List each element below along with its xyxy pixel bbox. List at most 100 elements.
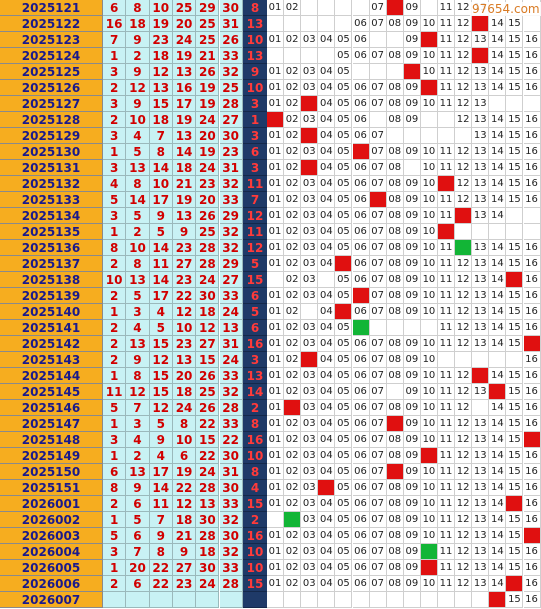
- trend-grid-cell: 06: [352, 32, 370, 48]
- trend-grid-cell: 12: [455, 16, 473, 32]
- trend-grid-cell: 01: [267, 32, 285, 48]
- red-ball-cell: 18: [196, 544, 220, 560]
- trend-grid-cell: 12: [455, 480, 473, 496]
- period-cell: 2025131: [0, 160, 103, 176]
- trend-grid-cell: [386, 592, 404, 608]
- trend-grid-cell: 09: [403, 224, 421, 240]
- trend-grid-cell: 01: [267, 96, 285, 112]
- trend-grid-cell: 09: [403, 192, 421, 208]
- trend-grid-cell: [318, 16, 336, 32]
- trend-grid-cell: 14: [489, 400, 507, 416]
- trend-grid-cell: 03: [301, 368, 319, 384]
- red-ball-cell: 28: [219, 96, 243, 112]
- red-ball-cell: 1: [103, 368, 127, 384]
- trend-grid-cell: 13: [472, 528, 490, 544]
- trend-grid-cell: 11: [438, 336, 456, 352]
- trend-grid-cell: [301, 592, 319, 608]
- trend-grid-cell: 09: [403, 272, 421, 288]
- trend-grid-cell: [369, 64, 387, 80]
- trend-grid-cell: 01: [267, 448, 285, 464]
- trend-grid-cell: 14: [489, 160, 507, 176]
- trend-grid-cell: 02: [284, 288, 302, 304]
- blue-hit-marker: [301, 352, 319, 368]
- trend-grid-cell: 15: [506, 144, 524, 160]
- red-ball-cell: 6: [126, 576, 150, 592]
- red-ball-cell: 15: [149, 336, 173, 352]
- trend-grid-cell: 16: [523, 32, 541, 48]
- blue-ball-cell: 11: [243, 176, 267, 192]
- period-cell: 2025148: [0, 432, 103, 448]
- trend-grid-cell: 09: [403, 304, 421, 320]
- red-ball-cell: 8: [126, 256, 150, 272]
- trend-grid-cell: 10: [420, 96, 438, 112]
- trend-grid-cell: 12: [455, 192, 473, 208]
- red-ball-cell: 32: [219, 512, 243, 528]
- trend-grid-cell: [386, 32, 404, 48]
- trend-grid-cell: 15: [506, 336, 524, 352]
- red-ball-cell: 5: [103, 528, 127, 544]
- blue-ball-cell: 12: [243, 208, 267, 224]
- trend-grid-cell: 04: [318, 448, 336, 464]
- red-ball-cell: 1: [103, 48, 127, 64]
- trend-grid-cell: [352, 64, 370, 80]
- trend-grid-cell: 04: [318, 560, 336, 576]
- trend-grid-cell: [284, 16, 302, 32]
- red-ball-cell: 20: [172, 16, 197, 32]
- red-ball-cell: 9: [126, 352, 150, 368]
- blue-hit-marker: [335, 256, 353, 272]
- trend-grid-cell: 05: [335, 432, 353, 448]
- trend-grid-cell: 10: [420, 224, 438, 240]
- red-ball-cell: 12: [149, 352, 173, 368]
- red-ball-cell: 5: [149, 416, 173, 432]
- trend-grid-cell: 04: [318, 544, 336, 560]
- trend-grid-cell: 04: [318, 144, 336, 160]
- trend-grid-cell: 11: [438, 400, 456, 416]
- trend-grid-cell: 02: [284, 272, 302, 288]
- trend-grid-cell: 14: [489, 48, 507, 64]
- trend-grid-cell: 14: [489, 272, 507, 288]
- red-ball-cell: 10: [172, 432, 197, 448]
- trend-grid-cell: 10: [420, 464, 438, 480]
- trend-grid-cell: 13: [472, 336, 490, 352]
- blue-hit-marker: [420, 544, 438, 560]
- trend-grid-cell: 16: [523, 272, 541, 288]
- trend-grid-cell: 04: [318, 464, 336, 480]
- trend-grid-cell: 08: [386, 528, 404, 544]
- period-cell: 2025142: [0, 336, 103, 352]
- trend-grid-cell: 10: [420, 16, 438, 32]
- red-ball-cell: [219, 592, 243, 608]
- red-ball-cell: 30: [219, 128, 243, 144]
- blue-hit-marker: [352, 144, 370, 160]
- red-ball-cell: 32: [219, 384, 243, 400]
- trend-grid-cell: 05: [335, 528, 353, 544]
- red-ball-cell: 20: [196, 192, 220, 208]
- trend-grid-cell: 09: [403, 464, 421, 480]
- red-ball-cell: 24: [196, 576, 220, 592]
- blue-hit-marker: [420, 560, 438, 576]
- red-ball-cell: 33: [219, 560, 243, 576]
- red-ball-cell: 22: [149, 576, 173, 592]
- trend-grid-cell: 09: [403, 512, 421, 528]
- trend-grid-cell: [455, 352, 473, 368]
- red-ball-cell: 24: [196, 112, 220, 128]
- trend-grid-cell: 07: [369, 256, 387, 272]
- trend-grid-cell: 07: [369, 400, 387, 416]
- trend-grid-cell: 02: [284, 480, 302, 496]
- trend-grid-cell: 08: [386, 352, 404, 368]
- trend-grid-cell: 08: [386, 16, 404, 32]
- red-ball-cell: 17: [149, 464, 173, 480]
- trend-grid-cell: 06: [352, 528, 370, 544]
- trend-grid-cell: 05: [335, 496, 353, 512]
- blue-ball-cell: 6: [243, 288, 267, 304]
- trend-grid-cell: 09: [403, 288, 421, 304]
- red-ball-cell: 7: [149, 128, 173, 144]
- trend-grid-cell: [386, 384, 404, 400]
- trend-grid-cell: 04: [318, 192, 336, 208]
- trend-grid-cell: [455, 224, 473, 240]
- trend-grid-cell: 06: [352, 464, 370, 480]
- red-ball-cell: 5: [126, 144, 150, 160]
- trend-grid-cell: 15: [506, 48, 524, 64]
- trend-grid-cell: 05: [335, 464, 353, 480]
- red-ball-cell: 31: [219, 464, 243, 480]
